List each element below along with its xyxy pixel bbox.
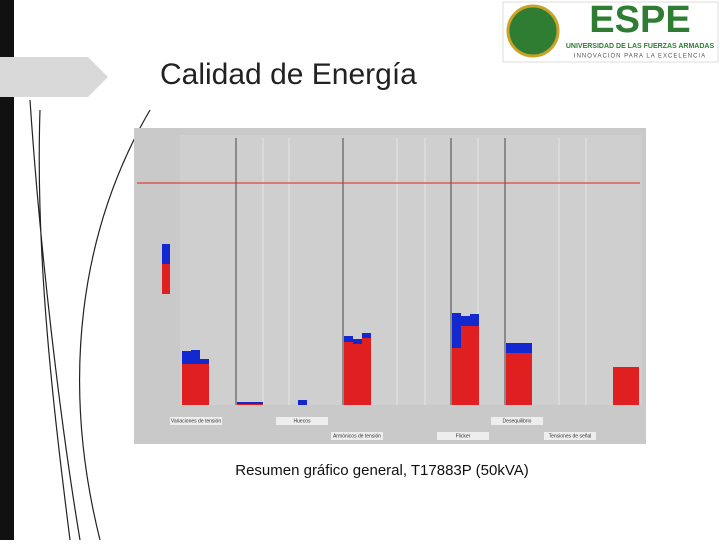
caption: Resumen gráfico general, T17883P (50kVA) xyxy=(235,462,529,479)
slide-title: Calidad de Energía xyxy=(160,58,417,91)
axis-label: Huecos xyxy=(294,418,311,424)
side-bar xyxy=(0,0,14,540)
label-box xyxy=(170,417,222,425)
bar-red xyxy=(344,342,353,405)
bar-red xyxy=(353,344,362,405)
bar-red xyxy=(506,353,532,405)
legend-swatch xyxy=(162,244,170,264)
label-box xyxy=(437,432,489,440)
bar-red xyxy=(182,364,191,405)
bar-red xyxy=(613,386,639,405)
logo-university: UNIVERSIDAD DE LAS FUERZAS ARMADAS xyxy=(566,43,715,50)
bar-red xyxy=(191,364,200,405)
label-box xyxy=(276,417,328,425)
bar-red xyxy=(237,404,263,405)
bar-red xyxy=(362,338,371,405)
axis-label: Armónicos de tensión xyxy=(333,433,381,439)
bar-red xyxy=(461,326,470,405)
plot-area xyxy=(180,135,642,405)
bar-red xyxy=(613,367,639,386)
chart-image: Variaciones de tensión Huecos Armónicos de… xyxy=(134,128,646,444)
label-box xyxy=(544,432,596,440)
label-box xyxy=(491,417,543,425)
bar-blue xyxy=(298,400,307,405)
legend-swatch xyxy=(162,244,170,294)
decor-lines xyxy=(29,99,151,541)
bar-red xyxy=(470,326,479,405)
bar-red xyxy=(200,364,209,405)
axis-label: Tensiones de señal xyxy=(549,433,592,439)
logo: ESPE UNIVERSIDAD DE LAS FUERZAS ARMADAS … xyxy=(502,0,719,63)
axis-label: Desequilibrio xyxy=(503,418,532,424)
label-box xyxy=(331,432,383,440)
axis-label: Flicker xyxy=(456,433,471,439)
logo-name: ESPE xyxy=(589,0,690,41)
title-arrow xyxy=(0,57,108,97)
bar-blue xyxy=(237,402,263,405)
axis-label: Variaciones de tensión xyxy=(171,418,221,424)
bar-red xyxy=(452,348,461,405)
logo-emblem xyxy=(506,4,560,58)
logo-motto: INNOVACIÓN PARA LA EXCELENCIA xyxy=(574,53,706,60)
